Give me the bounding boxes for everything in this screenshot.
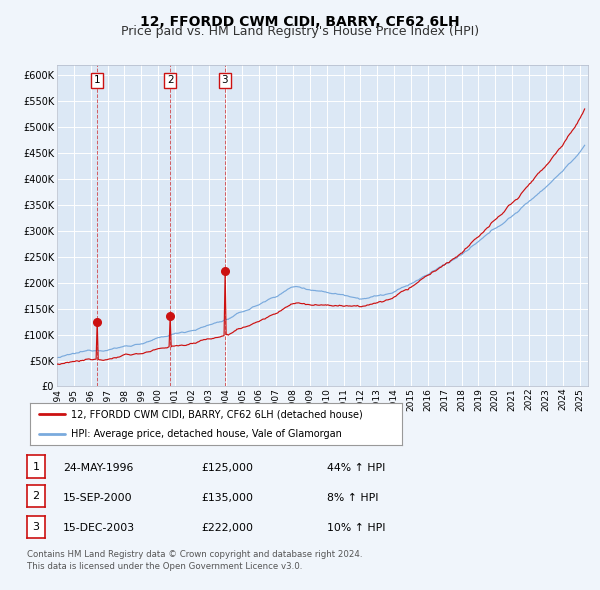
Text: 24-MAY-1996: 24-MAY-1996 [63, 463, 133, 473]
Text: 15-SEP-2000: 15-SEP-2000 [63, 493, 133, 503]
Text: £222,000: £222,000 [201, 523, 253, 533]
Text: 3: 3 [221, 76, 228, 86]
Text: 12, FFORDD CWM CIDI, BARRY, CF62 6LH: 12, FFORDD CWM CIDI, BARRY, CF62 6LH [140, 15, 460, 29]
Text: Contains HM Land Registry data © Crown copyright and database right 2024.
This d: Contains HM Land Registry data © Crown c… [27, 550, 362, 571]
Text: £135,000: £135,000 [201, 493, 253, 503]
Text: 2: 2 [167, 76, 173, 86]
Text: £125,000: £125,000 [201, 463, 253, 473]
Text: 10% ↑ HPI: 10% ↑ HPI [327, 523, 386, 533]
Text: 12, FFORDD CWM CIDI, BARRY, CF62 6LH (detached house): 12, FFORDD CWM CIDI, BARRY, CF62 6LH (de… [71, 409, 362, 419]
Text: HPI: Average price, detached house, Vale of Glamorgan: HPI: Average price, detached house, Vale… [71, 429, 342, 439]
Text: 1: 1 [94, 76, 100, 86]
Text: 2: 2 [32, 491, 40, 501]
Text: 8% ↑ HPI: 8% ↑ HPI [327, 493, 379, 503]
Text: 15-DEC-2003: 15-DEC-2003 [63, 523, 135, 533]
Text: Price paid vs. HM Land Registry's House Price Index (HPI): Price paid vs. HM Land Registry's House … [121, 25, 479, 38]
Text: 44% ↑ HPI: 44% ↑ HPI [327, 463, 385, 473]
Text: 1: 1 [32, 462, 40, 471]
Text: 3: 3 [32, 522, 40, 532]
